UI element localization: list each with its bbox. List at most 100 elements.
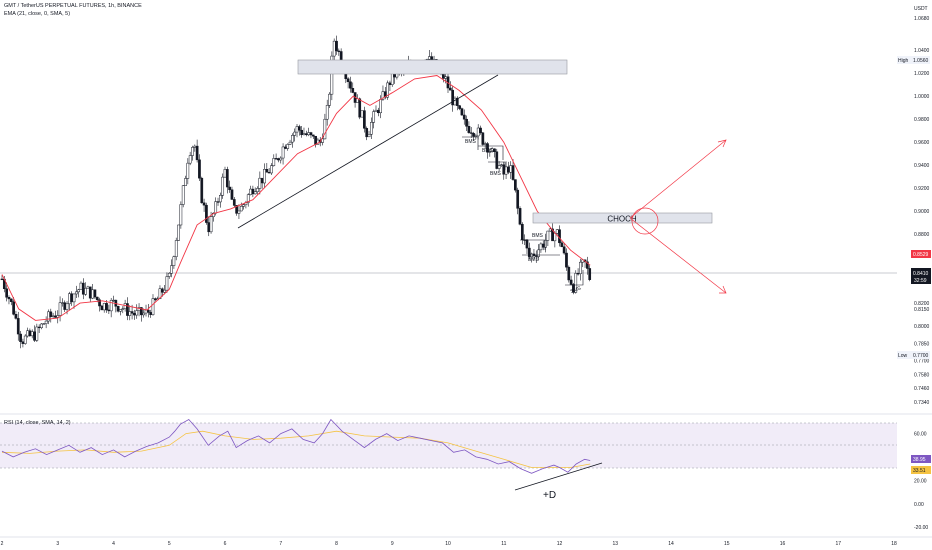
candle-body — [256, 188, 259, 192]
candle-body — [40, 323, 43, 329]
trendline[interactable] — [237, 74, 499, 229]
candle-body — [295, 126, 299, 133]
candle-body — [453, 97, 457, 106]
candle-body — [388, 82, 392, 85]
candle-body — [149, 312, 153, 315]
rsi-legend[interactable]: RSI (14, close, SMA, 14, 2) — [4, 420, 71, 426]
low-label: Low — [898, 353, 908, 359]
time-tick-label: 9 — [391, 541, 394, 547]
candle-body — [158, 288, 162, 300]
candle-body — [511, 165, 515, 180]
candle-body — [251, 188, 255, 195]
candle-body — [63, 302, 67, 310]
ema-badge-value: 0.8529 — [913, 252, 929, 258]
candle-body — [65, 303, 69, 310]
candle-body — [495, 151, 499, 169]
projection-up-arrow — [717, 139, 727, 148]
countdown-value: 32:59 — [914, 278, 927, 284]
candle-body — [367, 133, 371, 138]
rsi-tick-label: -20.00 — [914, 525, 928, 531]
candle-body — [548, 228, 552, 232]
candle-body — [332, 40, 336, 57]
candle-body — [214, 201, 218, 214]
candle-body — [246, 194, 250, 203]
candle-body — [142, 312, 146, 316]
choch-circle — [631, 207, 659, 235]
candle-body — [9, 298, 13, 302]
time-tick-label: 15 — [724, 541, 730, 547]
high-badge-bg — [897, 56, 930, 64]
price-tick-label: 0.9200 — [914, 186, 930, 192]
candle-body — [428, 56, 431, 60]
candle-body — [177, 224, 180, 241]
candle-body — [126, 303, 129, 316]
candle-body — [358, 98, 362, 118]
candle-body — [277, 158, 280, 161]
time-tick-label: 18 — [891, 541, 897, 547]
time-tick-label: 12 — [557, 541, 563, 547]
ema-legend[interactable]: EMA (21, close, 0, SMA, 5) — [4, 11, 71, 17]
time-axis[interactable]: 2 3 4 5 6 7 8 9 10 11 12 13 14 15 16 17 18 — [0, 536, 932, 547]
candle-body — [263, 169, 266, 184]
candle-body — [525, 239, 529, 249]
candle-body — [272, 158, 276, 166]
candle-body — [163, 289, 166, 293]
projection-up-line — [629, 139, 727, 219]
rsi-tick-label: 20.00 — [914, 478, 927, 484]
candle-body — [560, 242, 564, 248]
price-pane[interactable]: CHOCH BMS BMS BMS BMS BMS SMS — [0, 35, 897, 349]
last-price-badge — [911, 268, 931, 284]
symbol-legend[interactable]: GMT / TetherUS PERPETUAL FUTURES, 1h, BI… — [4, 3, 142, 9]
candle-body — [170, 265, 173, 274]
candle-body — [586, 261, 589, 269]
candle-body — [302, 133, 306, 136]
candle-body — [474, 135, 478, 137]
candle-body — [198, 159, 201, 179]
candle-body — [539, 243, 543, 251]
candle-body — [365, 128, 369, 138]
candle-body — [119, 309, 122, 312]
candle-body — [77, 289, 81, 293]
time-tick-label: 16 — [780, 541, 786, 547]
choch-label: CHOCH — [607, 215, 637, 224]
candle-body — [476, 127, 480, 137]
candle-body — [555, 229, 559, 234]
candle-body — [232, 199, 236, 206]
candle-body — [483, 143, 487, 145]
candle-body — [562, 246, 566, 254]
candle-body — [207, 222, 211, 233]
candle-body — [265, 169, 269, 173]
price-tick-label: 1.0680 — [914, 16, 930, 22]
candle-body — [467, 126, 471, 133]
candle-body — [19, 333, 22, 342]
candle-body — [469, 132, 473, 134]
divergence-line[interactable] — [514, 462, 603, 491]
candle-body — [260, 177, 264, 184]
price-tick-label: 0.7460 — [914, 386, 930, 392]
candle-body — [351, 88, 355, 93]
candle-body — [109, 300, 113, 312]
candle-body — [123, 303, 127, 310]
price-tick-label: 0.7850 — [914, 341, 930, 347]
candle-body — [26, 330, 29, 337]
candle-body — [488, 151, 492, 153]
candle-body — [37, 326, 41, 329]
candle-body — [504, 166, 508, 175]
candle-body — [70, 293, 74, 303]
supply-zone-box[interactable] — [297, 59, 568, 75]
candle-body — [100, 305, 104, 311]
candle-body — [386, 82, 389, 98]
candle-body — [135, 310, 139, 316]
candle-body — [253, 191, 257, 195]
candle-body — [372, 111, 376, 123]
choch-zone-box[interactable] — [532, 212, 713, 224]
candle-body — [337, 50, 341, 52]
high-label: High — [898, 58, 909, 64]
price-axis[interactable]: USDT 1.0680 1.0400 1.0200 1.0000 0.9800 0.960… — [897, 6, 931, 406]
candle-body — [193, 145, 197, 148]
time-tick-label: 6 — [224, 541, 227, 547]
price-axis-currency: USDT — [914, 6, 928, 12]
price-tick-label: 1.0400 — [914, 48, 930, 54]
